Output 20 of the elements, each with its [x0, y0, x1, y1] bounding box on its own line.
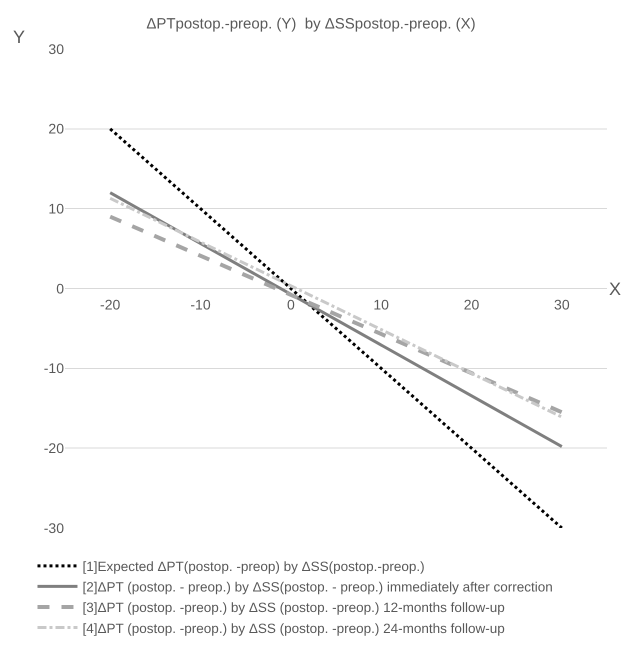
x-tick-label: 30 — [554, 296, 570, 312]
y-tick-label: -10 — [44, 360, 64, 376]
x-axis-title: X — [609, 279, 622, 299]
x-tick-label: 10 — [373, 296, 390, 312]
chart-title: ΔPTpostop.-preop. (Y) by ΔSSpostop.-preop. (X) — [146, 16, 476, 32]
legend-label: [2]ΔPT (postop. - preop.) by ΔSS(postop. - preop.) immediately after correction — [82, 580, 553, 595]
y-tick-label: 10 — [48, 200, 64, 217]
legend-label: [3]ΔPT (postop. -preop.) by ΔSS (postop. -preop.) 12-months follow-up — [82, 600, 505, 616]
x-tick-label: 0 — [286, 296, 295, 312]
y-tick-label: -30 — [44, 520, 64, 536]
legend-label: [4]ΔPT (postop. -preop.) by ΔSS (postop. -preop.) 24-months follow-up — [82, 620, 505, 636]
x-tick-label: -20 — [100, 296, 120, 312]
y-axis-title: Y — [13, 27, 26, 47]
legend-label: [1]Expected ΔPT(postop. -preop) by ΔSS(postop.-preop.) — [82, 559, 425, 574]
y-tick-label: 20 — [48, 120, 64, 137]
y-tick-label: 30 — [48, 40, 64, 57]
x-tick-label: 20 — [464, 296, 480, 312]
y-tick-label: -20 — [44, 440, 64, 456]
x-tick-label: -10 — [190, 296, 211, 312]
y-tick-label: 0 — [56, 280, 64, 296]
